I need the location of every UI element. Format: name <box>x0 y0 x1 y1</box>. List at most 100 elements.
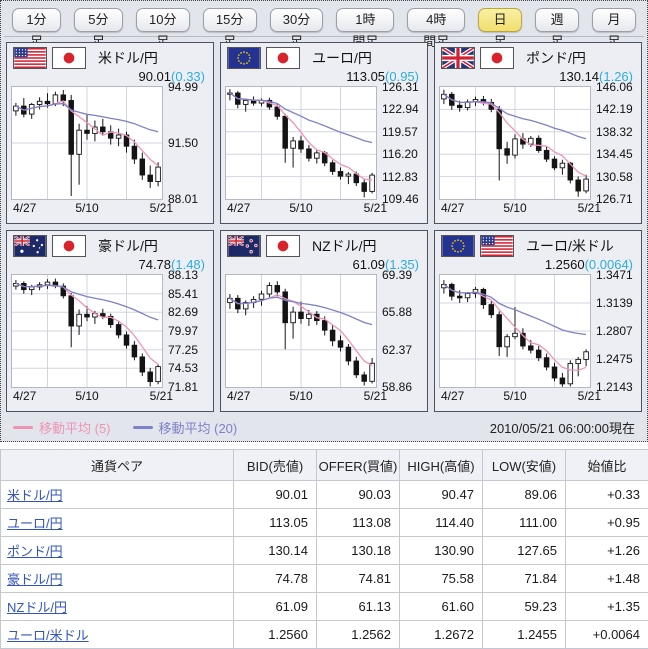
pair-link[interactable]: ユーロ/米ドル <box>7 628 89 643</box>
legend-ma20: 移動平均 (20) <box>133 418 238 437</box>
x-tick-label: 5/10 <box>75 389 98 403</box>
y-tick-label: 109.46 <box>382 192 419 206</box>
last-price: 74.78 <box>138 257 171 272</box>
tab-4hour[interactable]: 4時間足 <box>407 8 465 32</box>
column-header: BID(売値) <box>234 450 317 481</box>
eu-flag-icon <box>227 47 261 69</box>
x-axis-labels: 4/27 5/10 5/21 <box>225 388 377 404</box>
y-tick-label: 1.2475 <box>596 352 633 366</box>
high-cell: 90.47 <box>400 481 483 509</box>
tab-monthly[interactable]: 月足 <box>592 8 636 32</box>
flag-row: ユーロ/円 <box>227 47 421 69</box>
change-cell: +0.0064 <box>566 621 648 649</box>
bid-cell: 90.01 <box>234 481 317 509</box>
x-tick-label: 5/10 <box>503 389 526 403</box>
tab-1min[interactable]: 1分足 <box>12 8 61 32</box>
tab-5min[interactable]: 5分足 <box>74 8 123 32</box>
low-cell: 127.65 <box>483 537 566 565</box>
jp-flag-icon <box>266 47 300 69</box>
candlestick-chart <box>439 274 591 388</box>
uk-flag-icon <box>441 47 475 69</box>
offer-cell: 90.03 <box>317 481 400 509</box>
y-tick-label: 85.41 <box>168 287 198 301</box>
tab-weekly[interactable]: 週足 <box>535 8 579 32</box>
change-cell: +1.35 <box>566 593 648 621</box>
last-price: 1.2560 <box>545 257 585 272</box>
x-tick-label: 5/21 <box>578 201 601 215</box>
y-tick-label: 1.2143 <box>596 380 633 394</box>
y-tick-label: 77.25 <box>168 343 198 357</box>
y-tick-label: 116.20 <box>382 147 418 161</box>
last-price: 61.09 <box>352 257 385 272</box>
pair-name: ユーロ/米ドル <box>526 236 614 256</box>
bid-cell: 61.09 <box>234 593 317 621</box>
x-tick-label: 4/27 <box>13 201 36 215</box>
pair-cell: 米ドル/円 <box>1 481 234 509</box>
chart-panel-header: NZドル/円 61.09(1.35) <box>221 231 427 272</box>
chart-panel-header: 豪ドル/円 74.78(1.48) <box>7 231 213 272</box>
y-tick-label: 126.31 <box>382 80 419 94</box>
y-tick-label: 112.83 <box>382 170 418 184</box>
x-axis-labels: 4/27 5/10 5/21 <box>439 388 591 404</box>
column-header: HIGH(高値) <box>400 450 483 481</box>
x-tick-label: 4/27 <box>227 389 250 403</box>
legend-ma5: 移動平均 (5) <box>13 418 111 437</box>
x-axis-labels: 4/27 5/10 5/21 <box>225 200 377 216</box>
tab-10min[interactable]: 10分足 <box>136 8 190 32</box>
y-tick-label: 69.39 <box>382 268 412 282</box>
tab-15min[interactable]: 15分足 <box>203 8 257 32</box>
nz-flag-icon <box>227 235 261 257</box>
x-tick-label: 5/10 <box>289 201 312 215</box>
pair-name: 豪ドル/円 <box>98 236 158 256</box>
column-header: LOW(安値) <box>483 450 566 481</box>
x-tick-label: 5/21 <box>578 389 601 403</box>
pair-link[interactable]: NZドル/円 <box>7 600 67 615</box>
pair-cell: 豪ドル/円 <box>1 565 234 593</box>
quote-timestamp: 2010/05/21 06:00:00現在 <box>490 418 635 437</box>
x-axis-labels: 4/27 5/10 5/21 <box>11 388 163 404</box>
x-axis-labels: 4/27 5/10 5/21 <box>11 200 163 216</box>
y-tick-label: 130.58 <box>596 170 633 184</box>
x-tick-label: 5/21 <box>364 389 387 403</box>
tab-30min[interactable]: 30分足 <box>270 8 324 32</box>
pair-link[interactable]: 豪ドル/円 <box>7 572 63 587</box>
change-cell: +0.33 <box>566 481 648 509</box>
tab-1hour[interactable]: 1時間足 <box>336 8 394 32</box>
y-tick-label: 1.3471 <box>596 268 633 282</box>
ma5-line-swatch-icon <box>13 426 33 429</box>
y-tick-label: 142.19 <box>596 102 633 116</box>
pair-name: NZドル/円 <box>312 236 377 256</box>
pair-link[interactable]: ポンド/円 <box>7 544 63 559</box>
pair-link[interactable]: 米ドル/円 <box>7 488 63 503</box>
high-cell: 61.60 <box>400 593 483 621</box>
flag-row: ポンド/円 <box>441 47 635 69</box>
pair-cell: NZドル/円 <box>1 593 234 621</box>
x-tick-label: 5/21 <box>150 201 173 215</box>
y-tick-label: 1.2807 <box>596 324 633 338</box>
x-axis-labels: 4/27 5/10 5/21 <box>439 200 591 216</box>
y-tick-label: 1.3139 <box>596 296 633 310</box>
tab-daily[interactable]: 日足 <box>478 8 522 32</box>
y-tick-label: 126.71 <box>596 192 633 206</box>
last-price: 113.05 <box>346 69 385 84</box>
low-cell: 89.06 <box>483 481 566 509</box>
pair-link[interactable]: ユーロ/円 <box>7 516 63 531</box>
chart-panel-header: ユーロ/米ドル 1.2560(0.0064) <box>435 231 641 272</box>
jp-flag-icon <box>52 235 86 257</box>
jp-flag-icon <box>266 235 300 257</box>
